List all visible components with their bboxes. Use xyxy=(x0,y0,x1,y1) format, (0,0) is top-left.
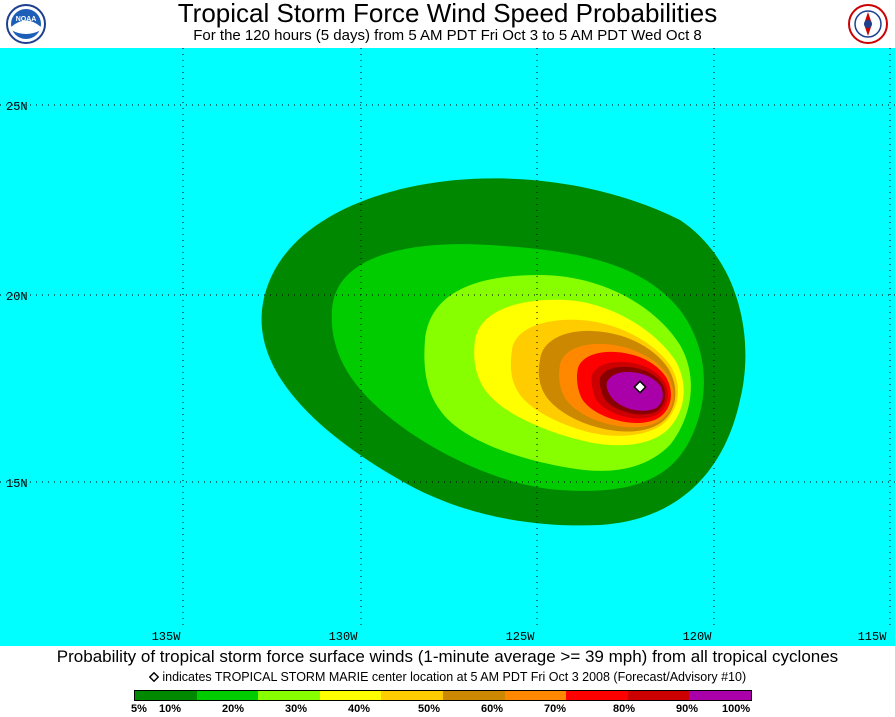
legend-label-20: 20% xyxy=(222,703,245,715)
storm-center-diamond-icon xyxy=(633,380,647,394)
header: NOAA Tropical Storm Force Wind Speed Pro… xyxy=(0,0,895,48)
legend-swatch-20-30 xyxy=(258,691,320,700)
legend-label-50: 50% xyxy=(418,703,441,715)
legend-label-5: 5% xyxy=(131,703,147,715)
page-subtitle: For the 120 hours (5 days) from 5 AM PDT… xyxy=(193,27,702,44)
footer-description: Probability of tropical storm force surf… xyxy=(56,647,839,666)
footer-note: indicates TROPICAL STORM MARIE center lo… xyxy=(0,670,895,684)
legend-label-70: 70% xyxy=(544,703,567,715)
page-title: Tropical Storm Force Wind Speed Probabil… xyxy=(177,0,718,28)
legend-color-bar xyxy=(134,690,752,701)
legend-swatch-5-10 xyxy=(135,691,197,700)
legend-label-30: 30% xyxy=(285,703,308,715)
probability-map: 25N 20N 15N 135W 130W 125W 120W 115W xyxy=(0,48,895,646)
legend-swatch-10-20 xyxy=(196,691,259,700)
legend-label-90: 90% xyxy=(676,703,699,715)
legend-swatch-60-70 xyxy=(504,691,567,700)
national-weather-service-logo xyxy=(848,4,888,44)
lon-label-120w: 120W xyxy=(683,630,713,644)
legend-swatch-40-50 xyxy=(381,691,443,700)
footer-note-text: indicates TROPICAL STORM MARIE center lo… xyxy=(162,670,747,684)
graticule xyxy=(0,48,895,630)
legend-labels: 5% 10% 20% 30% 40% 50% 60% 70% 80% 90% 1… xyxy=(0,703,895,717)
lat-label-15n: 15N xyxy=(6,477,28,491)
legend-label-80: 80% xyxy=(613,703,636,715)
lon-label-130w: 130W xyxy=(329,630,359,644)
noaa-logo-text: NOAA xyxy=(16,16,37,23)
legend-swatch-70-80 xyxy=(566,691,628,700)
lat-label-25n: 25N xyxy=(6,100,28,114)
lat-label-20n: 20N xyxy=(6,290,28,304)
noaa-logo: NOAA xyxy=(6,4,46,44)
lon-label-115w: 115W xyxy=(858,630,888,644)
lon-label-135w: 135W xyxy=(152,630,182,644)
diamond-icon xyxy=(148,671,160,683)
legend-label-10: 10% xyxy=(159,703,182,715)
legend-label-60: 60% xyxy=(481,703,504,715)
lon-label-125w: 125W xyxy=(506,630,536,644)
legend-swatch-30-40 xyxy=(319,691,382,700)
legend-swatch-90-100 xyxy=(689,691,751,700)
legend-label-40: 40% xyxy=(348,703,371,715)
legend-label-100: 100% xyxy=(722,703,751,715)
contour-100-percent xyxy=(606,371,663,411)
legend-swatch-50-60 xyxy=(442,691,505,700)
legend-swatch-80-90 xyxy=(627,691,690,700)
